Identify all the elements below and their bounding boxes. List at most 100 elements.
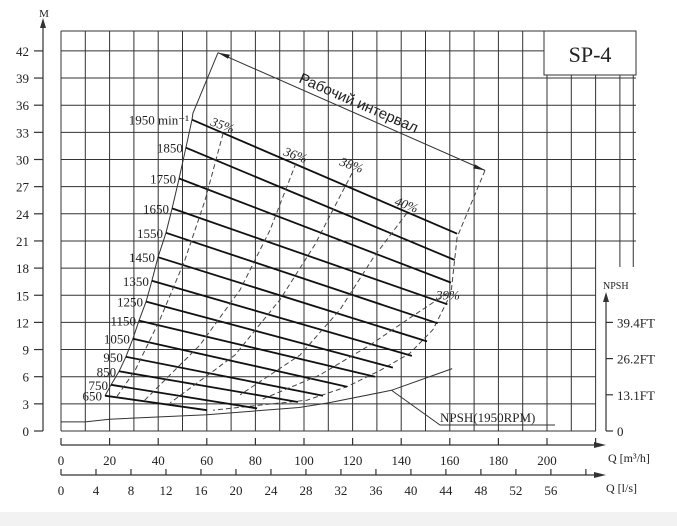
x2-tick-label: 40	[404, 483, 417, 498]
efficiency-curve	[116, 133, 224, 397]
speed-curve-label: 1150	[110, 314, 136, 329]
speed-curve-label: 950	[103, 350, 123, 365]
x-axis-arrow	[594, 442, 606, 448]
speed-curve	[110, 383, 258, 410]
y-tick-label: 24	[16, 207, 30, 222]
x-tick-label: 140	[391, 453, 411, 468]
x2-tick-label: 36	[369, 483, 383, 498]
speed-curve	[185, 146, 456, 261]
speed-curve	[178, 177, 452, 284]
speed-curve-label: 1050	[104, 332, 130, 347]
x2-tick-label: 44	[439, 483, 453, 498]
npsh-tick-label: 39.4FT	[617, 315, 655, 330]
y-tick-label: 33	[16, 125, 29, 140]
speed-curve-label: 1250	[117, 295, 143, 310]
right-boundary-line	[456, 170, 486, 238]
y-tick-label: 3	[23, 397, 30, 412]
x-tick-label: 0	[58, 453, 65, 468]
y-tick-label: 27	[16, 180, 30, 195]
speed-curve	[138, 319, 376, 378]
x2-tick-label: 8	[128, 483, 135, 498]
y-tick-label: 15	[16, 288, 29, 303]
x-tick-label: 100	[294, 453, 314, 468]
y-axis-label: M	[39, 8, 49, 20]
y-tick-label: 36	[16, 98, 30, 113]
efficiency-label: 38%	[337, 153, 366, 176]
operating-range-line	[217, 52, 486, 171]
npsh-axis-label: NPSH	[603, 281, 629, 292]
speed-curve	[151, 279, 413, 357]
speed-curve-label: 1950 min⁻¹	[129, 113, 189, 128]
speed-curve	[125, 355, 324, 397]
y-tick-label: 12	[16, 315, 29, 330]
x2-tick-label: 56	[544, 483, 558, 498]
speed-curve-label: 1350	[123, 274, 149, 289]
y-tick-label: 39	[16, 71, 29, 86]
x-tick-label: 60	[200, 453, 213, 468]
npsh-leader-line	[391, 389, 555, 426]
x2-tick-label: 28	[299, 483, 312, 498]
x-tick-label: 160	[440, 453, 460, 468]
efficiency-curve	[142, 162, 297, 403]
npsh-tick-label: 26.2FT	[617, 352, 655, 367]
speed-curve-label: 1550	[137, 226, 163, 241]
x2-tick-label: 4	[93, 483, 100, 498]
x-tick-label: 180	[489, 453, 509, 468]
efficiency-label: 40%	[393, 194, 421, 216]
x2-axis-label: Q [l/s]	[606, 481, 637, 495]
efficiency-label: 39%	[435, 287, 460, 302]
x2-tick-label: 48	[474, 483, 487, 498]
operating-range-arrow-right	[473, 164, 486, 171]
x-tick-label: 40	[152, 453, 165, 468]
y-tick-label: 21	[16, 234, 29, 249]
npsh-curve-label: NPSH(1950RPM)	[440, 410, 535, 425]
speed-curve-label: 650	[82, 389, 102, 404]
speed-curve	[118, 370, 299, 403]
speed-curve-label: 1850	[157, 141, 183, 156]
npsh-tick-label: 13.1FT	[617, 388, 655, 403]
speed-curve-label: 750	[89, 378, 109, 393]
title-box: SP-4	[543, 30, 637, 76]
speed-curve	[171, 207, 448, 306]
speed-curve-label: 850	[97, 364, 117, 379]
outer-efficiency-boundary	[213, 237, 458, 411]
chart-title: SP-4	[569, 42, 612, 67]
x-tick-label: 20	[103, 453, 116, 468]
efficiency-curve	[259, 292, 448, 401]
speed-curve-label: 1450	[129, 250, 155, 265]
x-axis-label: Q [m³/h]	[608, 451, 650, 465]
speed-curve-label: 1650	[143, 201, 169, 216]
labels: M Q [m³/h] Q [l/s] NPSH Рабочий интервал…	[39, 8, 650, 495]
x2-tick-label: 12	[159, 483, 172, 498]
npsh-tick-label: 0	[617, 424, 624, 439]
x2-tick-label: 32	[334, 483, 347, 498]
y-tick-label: 0	[23, 424, 30, 439]
speed-curve	[157, 256, 428, 343]
speed-curve	[191, 118, 458, 235]
bottom-strip	[0, 512, 677, 526]
operating-range-label: Рабочий интервал	[296, 70, 420, 137]
left-boundary-line	[104, 52, 219, 396]
efficiency-curve	[169, 172, 353, 404]
y-tick-label: 42	[16, 44, 29, 59]
x2-tick-label: 24	[264, 483, 278, 498]
y-tick-label: 30	[16, 153, 29, 168]
curves	[61, 52, 555, 426]
npsh-curve	[61, 368, 453, 423]
x2-tick-label: 52	[509, 483, 522, 498]
speed-curve-label: 1750	[150, 172, 176, 187]
y-tick-label: 9	[23, 343, 30, 358]
x2-axis-arrow	[594, 472, 606, 478]
x-tick-label: 200	[537, 453, 557, 468]
speed-curve	[104, 394, 208, 412]
x-tick-label: 120	[343, 453, 363, 468]
x2-tick-label: 16	[194, 483, 208, 498]
x2-tick-label: 20	[229, 483, 242, 498]
y-tick-label: 18	[16, 261, 29, 276]
speed-curve	[145, 300, 394, 369]
x-tick-label: 80	[249, 453, 262, 468]
efficiency-curve	[239, 212, 408, 396]
speed-curve	[165, 231, 438, 325]
